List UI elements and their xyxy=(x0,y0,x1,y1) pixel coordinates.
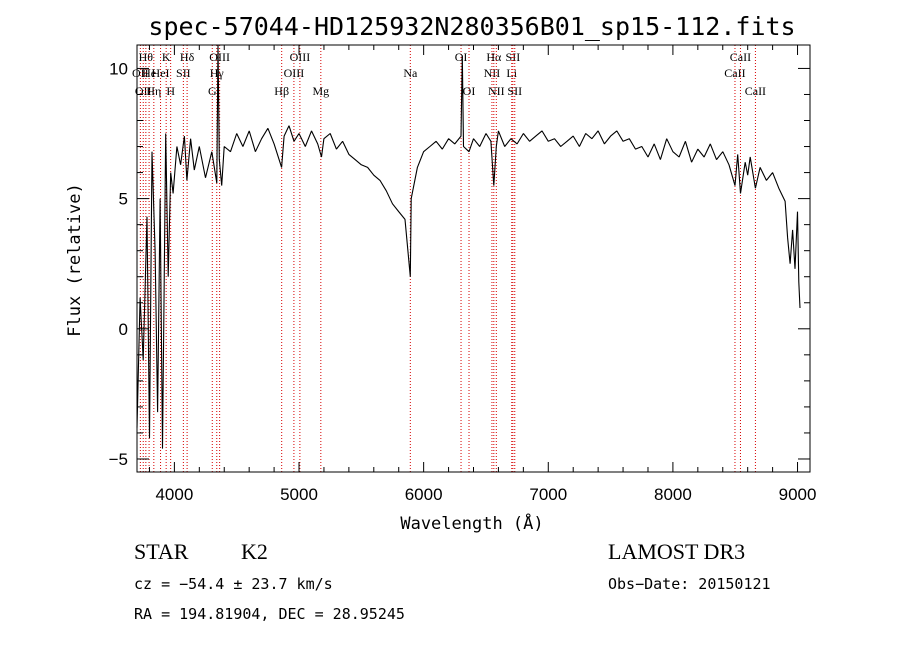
line-marker-label: NII xyxy=(484,66,501,80)
line-marker-label: Hθ xyxy=(139,50,154,64)
line-marker-label: K xyxy=(162,50,171,64)
line-marker-label: NII xyxy=(488,84,505,98)
object-class: STAR xyxy=(134,539,189,564)
line-marker-label: SII xyxy=(506,50,521,64)
redshift-text: cz = −54.4 ± 23.7 km/s xyxy=(134,575,333,593)
x-tick-label: 4000 xyxy=(155,485,193,504)
line-marker-label: Hδ xyxy=(180,50,195,64)
line-marker-label: H xyxy=(166,84,175,98)
y-tick-label: 0 xyxy=(119,320,128,339)
plot-frame xyxy=(136,44,811,473)
x-tick-label: 5000 xyxy=(280,485,318,504)
line-marker-label: CaII xyxy=(730,50,751,64)
line-marker-label: SII xyxy=(176,66,191,80)
line-marker-label: CaII xyxy=(724,66,745,80)
line-marker-label: Na xyxy=(403,66,418,80)
line-marker-label: Hη xyxy=(146,84,161,98)
line-marker-label: He xyxy=(142,66,156,80)
spectrum-line xyxy=(136,44,801,449)
chart-title: spec-57044-HD125932N280356B01_sp15-112.f… xyxy=(148,12,795,41)
emission-line-markers: OIIOIIHθHeHηHeIKHSIIHδGHγOIIIHβOIIIOIIIM… xyxy=(132,45,766,472)
x-axis-label: Wavelength (Å) xyxy=(400,512,543,534)
line-marker-label: OI xyxy=(463,84,476,98)
line-marker-label: Hα xyxy=(486,50,502,64)
tick-labels: 4000 5000 6000 7000 8000 9000 −5 0 5 10 xyxy=(109,59,817,504)
survey-label: LAMOST DR3 xyxy=(608,539,745,564)
line-marker-label: OIII xyxy=(284,66,305,80)
line-marker-label: G xyxy=(208,84,217,98)
line-marker-label: CaII xyxy=(745,84,766,98)
axis-ticks xyxy=(137,45,810,472)
y-tick-label: 10 xyxy=(109,59,128,78)
y-axis-label: Flux (relative) xyxy=(65,183,85,337)
line-marker-label: OII xyxy=(132,66,149,80)
x-tick-label: 7000 xyxy=(529,485,567,504)
y-tick-label: 5 xyxy=(119,190,128,209)
x-tick-label: 8000 xyxy=(654,485,692,504)
line-marker-label: OIII xyxy=(290,50,311,64)
x-tick-label: 6000 xyxy=(405,485,443,504)
line-marker-label: Mg xyxy=(312,84,329,98)
object-subclass: K2 xyxy=(241,539,268,564)
line-marker-label: Hγ xyxy=(210,66,225,80)
y-tick-label: −5 xyxy=(109,450,128,469)
line-marker-label: OI xyxy=(455,50,468,64)
line-marker-label: SII xyxy=(507,84,522,98)
spectrum-series xyxy=(136,44,801,449)
coordinates-text: RA = 194.81904, DEC = 28.95245 xyxy=(134,605,405,623)
x-tick-label: 9000 xyxy=(779,485,817,504)
line-marker-label: Hβ xyxy=(274,84,289,98)
obs-date-text: Obs−Date: 20150121 xyxy=(608,575,771,593)
line-marker-label: OIII xyxy=(209,50,230,64)
line-marker-label: Li xyxy=(506,66,517,80)
line-marker-label: HeI xyxy=(152,66,170,80)
